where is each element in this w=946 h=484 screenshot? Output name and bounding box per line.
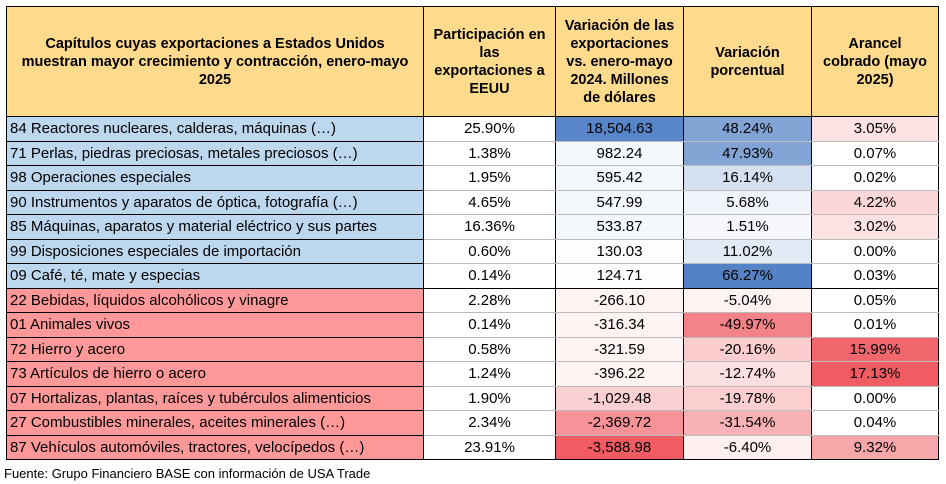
share-cell: 0.60% [423, 238, 556, 264]
share-cell: 1.24% [423, 361, 556, 387]
change-cell: -266.10 [555, 287, 684, 313]
tariff-cell: 0.00% [811, 238, 939, 264]
share-cell: 2.34% [423, 410, 556, 436]
pct-cell: -12.74% [683, 361, 812, 387]
share-cell: 1.38% [423, 140, 556, 166]
pct-cell: 48.24% [683, 116, 812, 142]
table-row: 09 Café, té, mate y especias 0.14% 124.71 6… [6, 263, 939, 289]
change-cell: 547.99 [555, 189, 684, 215]
chapter-cell: 90 Instrumentos y aparatos de óptica, fo… [6, 189, 424, 215]
pct-cell: -19.78% [683, 385, 812, 411]
pct-cell: -5.04% [683, 287, 812, 313]
share-cell: 1.90% [423, 385, 556, 411]
change-cell: 124.71 [555, 263, 684, 289]
table-row: 99 Disposiciones especiales de importaci… [6, 238, 939, 264]
table-row: 22 Bebidas, líquidos alcohólicos y vinag… [6, 287, 939, 313]
change-cell: -3,588.98 [555, 434, 684, 460]
table-row: 84 Reactores nucleares, calderas, máquin… [6, 116, 939, 142]
header-row: Capítulos cuyas exportaciones a Estados … [6, 6, 939, 117]
table-row: 98 Operaciones especiales 1.95% 595.42 16.1… [6, 165, 939, 191]
change-cell: -316.34 [555, 312, 684, 338]
table-row: 01 Animales vivos 0.14% -316.34 -49.97% 0.01… [6, 312, 939, 338]
exports-table: Capítulos cuyas exportaciones a Estados … [6, 6, 939, 460]
tariff-cell: 0.02% [811, 165, 939, 191]
pct-cell: 66.27% [683, 263, 812, 289]
chapter-cell: 72 Hierro y acero [6, 336, 424, 362]
share-cell: 0.58% [423, 336, 556, 362]
header-pct: Variación porcentual [683, 6, 812, 117]
change-cell: -321.59 [555, 336, 684, 362]
chapter-cell: 07 Hortalizas, plantas, raíces y tubércu… [6, 385, 424, 411]
tariff-cell: 0.01% [811, 312, 939, 338]
pct-cell: 16.14% [683, 165, 812, 191]
share-cell: 4.65% [423, 189, 556, 215]
table-row: 27 Combustibles minerales, aceites miner… [6, 410, 939, 436]
pct-cell: 47.93% [683, 140, 812, 166]
share-cell: 16.36% [423, 214, 556, 240]
header-tariff: Arancel cobrado (mayo 2025) [811, 6, 939, 117]
tariff-cell: 0.07% [811, 140, 939, 166]
tariff-cell: 0.04% [811, 410, 939, 436]
pct-cell: 1.51% [683, 214, 812, 240]
chapter-cell: 71 Perlas, piedras preciosas, metales pr… [6, 140, 424, 166]
pct-cell: -49.97% [683, 312, 812, 338]
tariff-cell: 4.22% [811, 189, 939, 215]
pct-cell: -31.54% [683, 410, 812, 436]
table-row: 85 Máquinas, aparatos y material eléctri… [6, 214, 939, 240]
header-share: Participación en las exportaciones a EEU… [423, 6, 556, 117]
chapter-cell: 87 Vehículos automóviles, tractores, vel… [6, 434, 424, 460]
tariff-cell: 3.02% [811, 214, 939, 240]
tariff-cell: 15.99% [811, 336, 939, 362]
table-body: 84 Reactores nucleares, calderas, máquin… [6, 116, 939, 460]
change-cell: -396.22 [555, 361, 684, 387]
table-row: 90 Instrumentos y aparatos de óptica, fo… [6, 189, 939, 215]
share-cell: 0.14% [423, 263, 556, 289]
header-chapter: Capítulos cuyas exportaciones a Estados … [6, 6, 424, 117]
share-cell: 23.91% [423, 434, 556, 460]
chapter-cell: 01 Animales vivos [6, 312, 424, 338]
tariff-cell: 0.05% [811, 287, 939, 313]
chapter-cell: 99 Disposiciones especiales de importaci… [6, 238, 424, 264]
chapter-cell: 84 Reactores nucleares, calderas, máquin… [6, 116, 424, 142]
chapter-cell: 27 Combustibles minerales, aceites miner… [6, 410, 424, 436]
chapter-cell: 22 Bebidas, líquidos alcohólicos y vinag… [6, 287, 424, 313]
table-row: 72 Hierro y acero 0.58% -321.59 -20.16% 15.9… [6, 336, 939, 362]
table-row: 87 Vehículos automóviles, tractores, vel… [6, 434, 939, 460]
pct-cell: 5.68% [683, 189, 812, 215]
tariff-cell: 9.32% [811, 434, 939, 460]
table-row: 73 Artículos de hierro o acero 1.24% -396.… [6, 361, 939, 387]
pct-cell: 11.02% [683, 238, 812, 264]
tariff-cell: 0.03% [811, 263, 939, 289]
change-cell: 533.87 [555, 214, 684, 240]
table-row: 71 Perlas, piedras preciosas, metales pr… [6, 140, 939, 166]
share-cell: 0.14% [423, 312, 556, 338]
table-row: 07 Hortalizas, plantas, raíces y tubércu… [6, 385, 939, 411]
pct-cell: -20.16% [683, 336, 812, 362]
change-cell: -2,369.72 [555, 410, 684, 436]
change-cell: -1,029.48 [555, 385, 684, 411]
chapter-cell: 98 Operaciones especiales [6, 165, 424, 191]
tariff-cell: 0.00% [811, 385, 939, 411]
chapter-cell: 85 Máquinas, aparatos y material eléctri… [6, 214, 424, 240]
share-cell: 2.28% [423, 287, 556, 313]
tariff-cell: 3.05% [811, 116, 939, 142]
chapter-cell: 73 Artículos de hierro o acero [6, 361, 424, 387]
chapter-cell: 09 Café, té, mate y especias [6, 263, 424, 289]
tariff-cell: 17.13% [811, 361, 939, 387]
source-note: Fuente: Grupo Financiero BASE con inform… [4, 466, 371, 481]
change-cell: 18,504.63 [555, 116, 684, 142]
change-cell: 982.24 [555, 140, 684, 166]
pct-cell: -6.40% [683, 434, 812, 460]
share-cell: 25.90% [423, 116, 556, 142]
change-cell: 130.03 [555, 238, 684, 264]
header-change: Variación de las exportaciones vs. enero… [555, 6, 684, 117]
share-cell: 1.95% [423, 165, 556, 191]
change-cell: 595.42 [555, 165, 684, 191]
